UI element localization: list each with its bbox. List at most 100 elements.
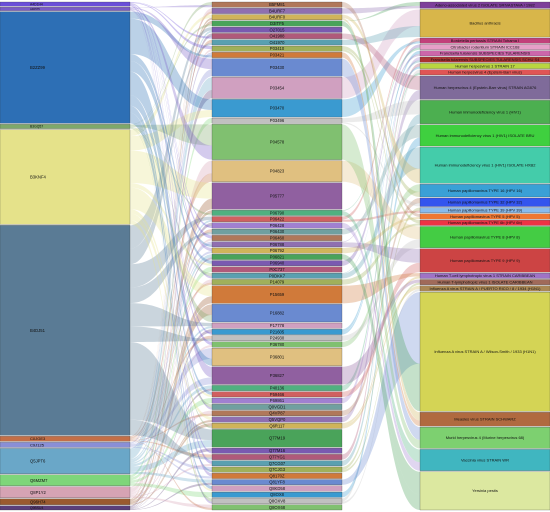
right-node[interactable] — [419, 279, 550, 285]
mid-node[interactable] — [211, 410, 343, 417]
mid-node[interactable] — [211, 241, 343, 248]
mid-node[interactable] — [211, 504, 343, 511]
right-node[interactable] — [419, 75, 550, 100]
mid-node[interactable] — [211, 485, 343, 492]
mid-node[interactable] — [211, 14, 343, 20]
right-node[interactable] — [419, 427, 550, 449]
mid-node[interactable] — [211, 341, 343, 348]
mid-node[interactable] — [211, 33, 343, 39]
mid-node[interactable] — [211, 329, 343, 335]
right-node[interactable] — [419, 226, 550, 248]
right-node[interactable] — [419, 220, 550, 226]
flow-left-mid-66 — [130, 4, 212, 346]
left-node[interactable] — [0, 1, 131, 7]
mid-node[interactable] — [211, 8, 343, 14]
mid-node[interactable] — [211, 222, 343, 229]
right-node[interactable] — [419, 63, 550, 69]
mid-node[interactable] — [211, 391, 343, 398]
mid-node[interactable] — [211, 279, 343, 285]
right-node[interactable] — [419, 44, 550, 50]
mid-node[interactable] — [211, 228, 343, 235]
mid-node[interactable] — [211, 260, 343, 266]
mid-node[interactable] — [211, 479, 343, 485]
mid-node[interactable] — [211, 20, 343, 27]
mid-node[interactable] — [211, 52, 343, 58]
mid-node[interactable] — [211, 492, 343, 498]
right-node[interactable] — [419, 37, 550, 44]
mid-node[interactable] — [211, 466, 343, 473]
mid-node[interactable] — [211, 416, 343, 423]
mid-node[interactable] — [211, 124, 343, 160]
left-node[interactable] — [0, 436, 131, 442]
right-node[interactable] — [419, 100, 550, 124]
flow-mid-right-2 — [342, 9, 420, 99]
mid-node[interactable] — [211, 77, 343, 99]
mid-node[interactable] — [211, 454, 343, 460]
mid-node[interactable] — [211, 285, 343, 304]
mid-node[interactable] — [211, 460, 343, 467]
mid-node[interactable] — [211, 385, 343, 391]
right-node[interactable] — [419, 273, 550, 279]
right-node[interactable] — [419, 124, 550, 147]
flow-mid-right-3 — [342, 25, 420, 46]
mid-node[interactable] — [211, 216, 343, 222]
left-node[interactable] — [0, 124, 131, 129]
mid-node[interactable] — [211, 322, 343, 329]
mid-node[interactable] — [211, 117, 343, 124]
mid-node[interactable] — [211, 45, 343, 52]
mid-node[interactable] — [211, 335, 343, 341]
right-node[interactable] — [419, 207, 550, 213]
right-node[interactable] — [419, 285, 550, 292]
mid-node[interactable] — [211, 273, 343, 279]
mid-node[interactable] — [211, 27, 343, 33]
mid-node[interactable] — [211, 429, 343, 448]
left-node[interactable] — [0, 486, 131, 498]
right-node[interactable] — [419, 471, 550, 511]
right-node[interactable] — [419, 449, 550, 471]
right-node[interactable] — [419, 248, 550, 273]
left-node[interactable] — [0, 129, 131, 225]
mid-node[interactable] — [211, 235, 343, 241]
mid-node[interactable] — [211, 397, 343, 404]
left-node[interactable] — [0, 474, 131, 486]
mid-node[interactable] — [211, 423, 343, 429]
flow-mid-right-5 — [342, 41, 420, 118]
left-node[interactable] — [0, 448, 131, 474]
right-node[interactable] — [419, 184, 550, 198]
right-node[interactable] — [419, 50, 550, 57]
mid-node[interactable] — [211, 99, 343, 118]
left-node[interactable] — [0, 498, 131, 505]
right-node[interactable] — [419, 9, 550, 38]
left-node[interactable] — [0, 11, 131, 124]
right-node[interactable] — [419, 1, 550, 9]
mid-node[interactable] — [211, 304, 343, 323]
left-node[interactable] — [0, 442, 131, 448]
left-node[interactable] — [0, 505, 131, 511]
mid-node[interactable] — [211, 348, 343, 366]
mid-node[interactable] — [211, 247, 343, 254]
right-node[interactable] — [419, 213, 550, 220]
left-node[interactable] — [0, 7, 131, 11]
right-node[interactable] — [419, 412, 550, 427]
mid-node[interactable] — [211, 254, 343, 260]
right-node[interactable] — [419, 146, 550, 184]
right-node[interactable] — [419, 292, 550, 412]
mid-node[interactable] — [211, 160, 343, 182]
mid-node[interactable] — [211, 498, 343, 504]
mid-node[interactable] — [211, 210, 343, 216]
flow-mid-right-17 — [342, 90, 420, 423]
right-node[interactable] — [419, 69, 550, 76]
mid-node[interactable] — [211, 39, 343, 46]
mid-node[interactable] — [211, 404, 343, 410]
right-node[interactable] — [419, 56, 550, 63]
mid-node[interactable] — [211, 473, 343, 479]
mid-node[interactable] — [211, 1, 343, 8]
mid-node[interactable] — [211, 366, 343, 385]
right-node[interactable] — [419, 197, 550, 207]
mid-node[interactable] — [211, 182, 343, 210]
mid-node-label: Q4VP87 — [269, 411, 286, 416]
mid-node[interactable] — [211, 266, 343, 273]
left-node[interactable] — [0, 225, 131, 436]
mid-node[interactable] — [211, 447, 343, 454]
mid-node[interactable] — [211, 58, 343, 77]
